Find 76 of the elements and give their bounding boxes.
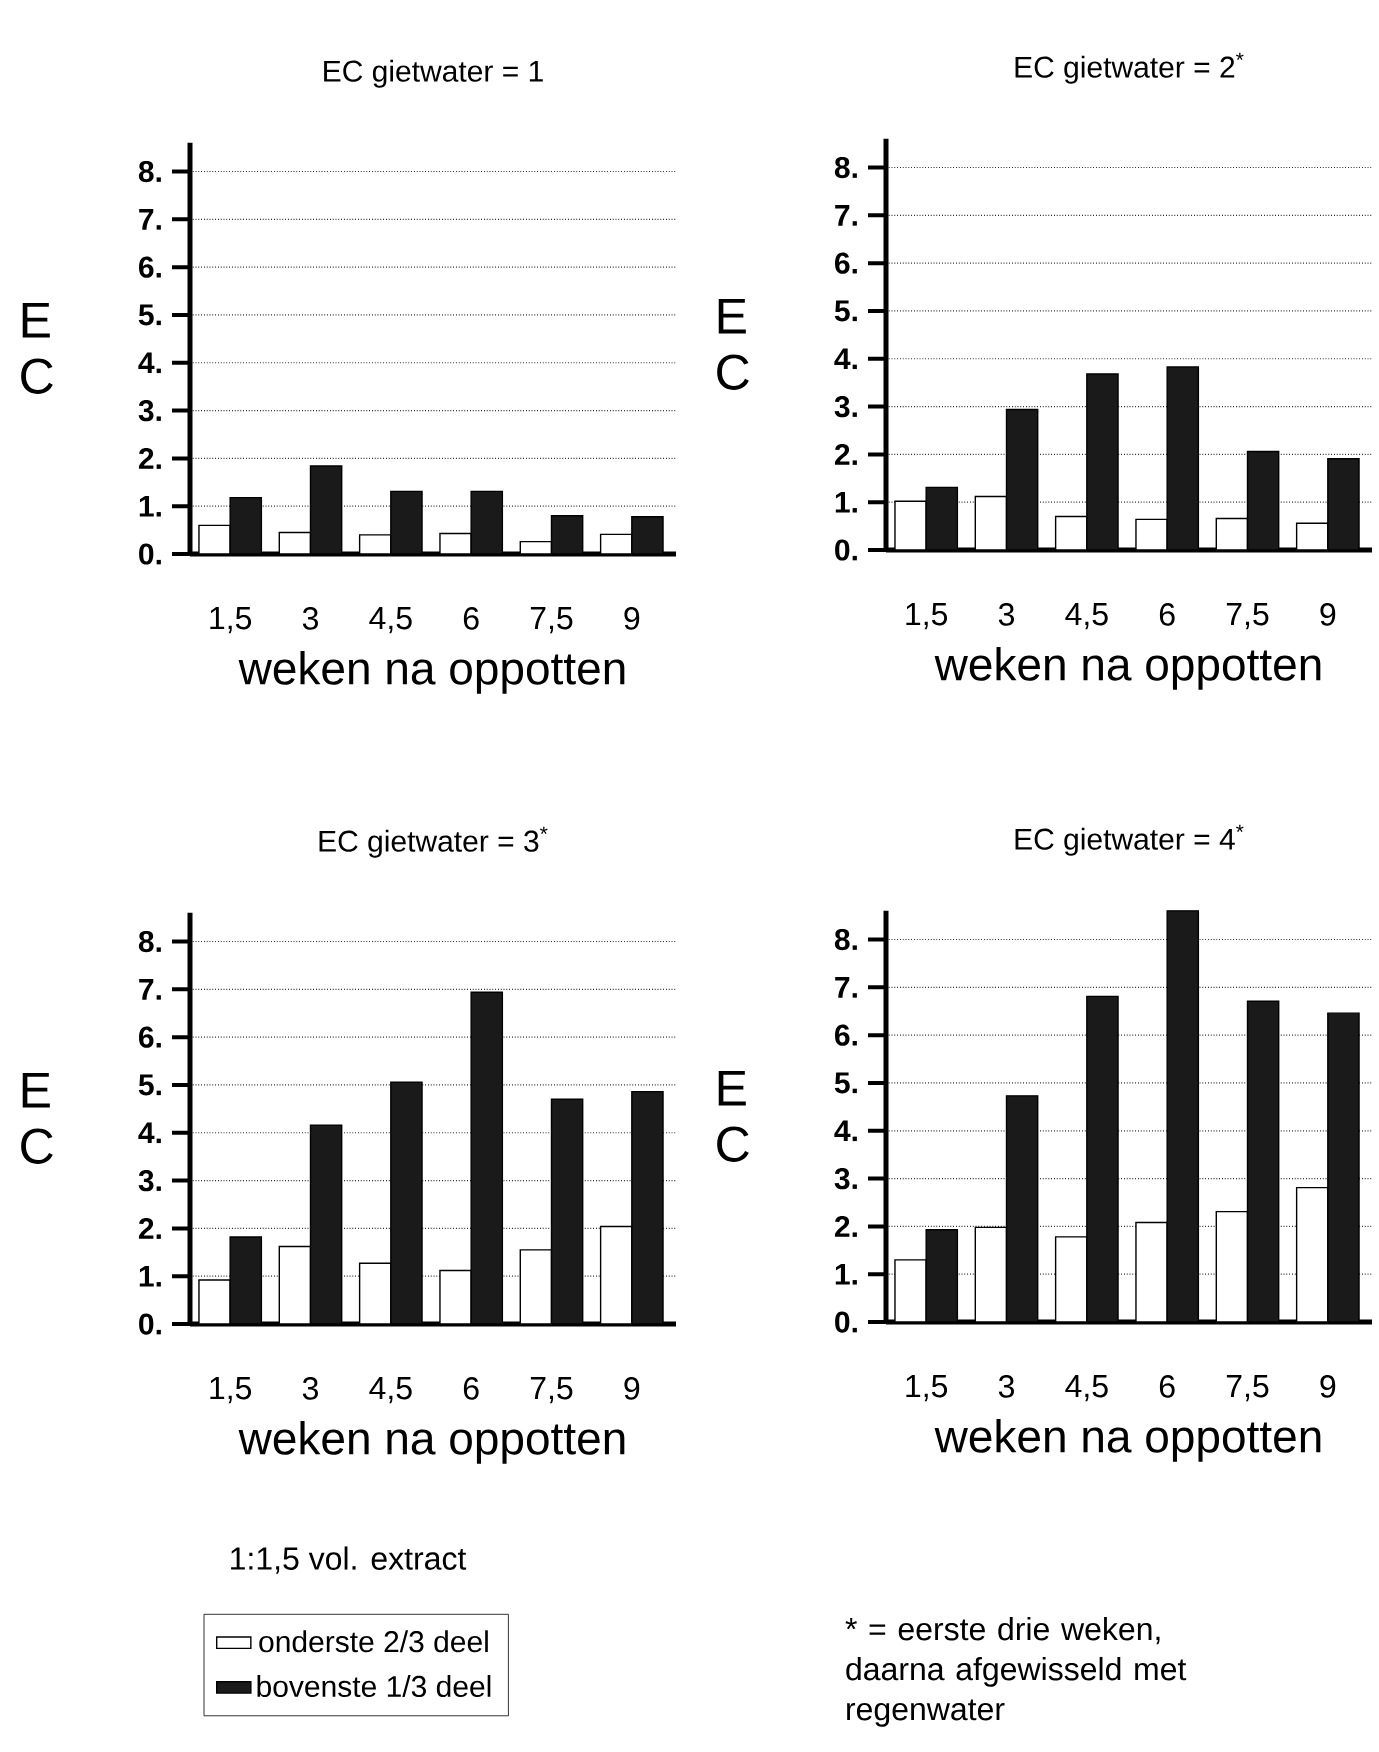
y-tick-label: 0. bbox=[835, 539, 857, 561]
y-tick-label: 7. bbox=[835, 977, 857, 998]
y-tick-label: 2. bbox=[834, 443, 857, 465]
x-tick-label: 7,5 bbox=[1226, 1375, 1269, 1402]
y-tick-label: 7. bbox=[139, 979, 161, 1000]
legend-label: onderste 2/3 deel bbox=[259, 1630, 488, 1653]
y-tick-label: 1. bbox=[139, 495, 161, 517]
x-tick-label: 9 bbox=[1320, 603, 1336, 626]
y-tick-label: 7. bbox=[139, 209, 161, 230]
x-tick-label: 4,5 bbox=[1065, 603, 1108, 630]
y-tick-label: 4. bbox=[138, 1122, 161, 1144]
y-tick-label: 3. bbox=[138, 1169, 161, 1192]
chart-title: EC gietwater = 3$^{*}$ bbox=[319, 826, 548, 858]
x-tick-label: 1,5 bbox=[210, 1377, 252, 1404]
x-tick-label: 4,5 bbox=[369, 607, 412, 634]
y-axis-title: E C bbox=[21, 302, 53, 394]
y-tick-label: 6. bbox=[139, 1026, 161, 1048]
y-tick-label: 0. bbox=[139, 1313, 161, 1335]
legend-label: bovenste 1/3 deel bbox=[257, 1675, 491, 1698]
x-axis-title: weken na oppotten bbox=[238, 650, 625, 694]
y-tick-label: 4. bbox=[834, 348, 857, 370]
x-tick-label: 3 bbox=[998, 1375, 1014, 1398]
x-tick-label: 6 bbox=[1159, 603, 1175, 626]
y-tick-label: 6. bbox=[835, 1024, 857, 1046]
x-tick-label: 4,5 bbox=[369, 1377, 412, 1404]
x-axis-title: weken na oppotten bbox=[934, 646, 1321, 690]
y-tick-label: 1. bbox=[835, 1263, 857, 1285]
y-tick-label: 3. bbox=[834, 395, 857, 418]
x-tick-label: 7,5 bbox=[1226, 603, 1269, 630]
y-tick-label: 8. bbox=[138, 160, 161, 183]
x-tick-label: 6 bbox=[463, 607, 479, 630]
x-tick-label: 9 bbox=[624, 607, 640, 630]
y-tick-label: 2. bbox=[834, 1215, 857, 1237]
y-tick-label: 2. bbox=[138, 447, 161, 469]
x-tick-label: 7,5 bbox=[530, 1377, 573, 1404]
x-tick-label: 4,5 bbox=[1065, 1375, 1108, 1402]
y-axis-title: E C bbox=[717, 1070, 749, 1162]
chart-title: EC gietwater = 2$^{*}$ bbox=[1015, 52, 1244, 84]
x-axis-title: weken na oppotten bbox=[238, 1420, 625, 1464]
y-tick-label: 7. bbox=[835, 205, 857, 226]
y-tick-label: 0. bbox=[835, 1311, 857, 1333]
x-tick-label: 3 bbox=[302, 1377, 318, 1400]
y-tick-label: 2. bbox=[138, 1217, 161, 1239]
y-axis-title: E C bbox=[21, 1072, 53, 1164]
y-tick-label: 5. bbox=[834, 300, 857, 322]
chart-title: EC gietwater = 1 bbox=[324, 59, 543, 88]
y-tick-label: 8. bbox=[138, 930, 161, 953]
x-axis-title: weken na oppotten bbox=[934, 1418, 1321, 1462]
x-tick-label: 6 bbox=[1159, 1375, 1175, 1398]
x-tick-label: 9 bbox=[624, 1377, 640, 1400]
y-tick-label: 4. bbox=[138, 352, 161, 374]
y-tick-label: 0. bbox=[139, 543, 161, 565]
x-tick-label: 1,5 bbox=[210, 607, 252, 634]
y-tick-label: 3. bbox=[834, 1167, 857, 1190]
y-tick-label: 1. bbox=[835, 491, 857, 513]
x-tick-label: 9 bbox=[1320, 1375, 1336, 1398]
x-tick-label: 6 bbox=[463, 1377, 479, 1400]
x-tick-label: 1,5 bbox=[906, 603, 948, 630]
text: 1:1,5 vol. extract bbox=[231, 1546, 467, 1574]
y-tick-label: 3. bbox=[138, 399, 161, 422]
y-tick-label: 8. bbox=[834, 156, 857, 179]
y-tick-label: 4. bbox=[834, 1120, 857, 1142]
y-tick-label: 6. bbox=[835, 252, 857, 274]
x-tick-label: 1,5 bbox=[906, 1375, 948, 1402]
y-tick-label: 1. bbox=[139, 1265, 161, 1287]
y-tick-label: 5. bbox=[834, 1072, 857, 1094]
x-tick-label: 3 bbox=[302, 607, 318, 630]
y-tick-label: 5. bbox=[138, 304, 161, 326]
y-tick-label: 6. bbox=[139, 256, 161, 278]
x-tick-label: 7,5 bbox=[530, 607, 573, 634]
y-axis-title: E C bbox=[717, 298, 749, 390]
y-tick-label: 5. bbox=[138, 1074, 161, 1096]
text: * = eerste drie weken, daarna afgewisseld met regenwater bbox=[845, 1616, 1187, 1727]
chart-title: EC gietwater = 4$^{*}$ bbox=[1015, 824, 1244, 856]
y-tick-label: 8. bbox=[834, 928, 857, 951]
x-tick-label: 3 bbox=[998, 603, 1014, 626]
